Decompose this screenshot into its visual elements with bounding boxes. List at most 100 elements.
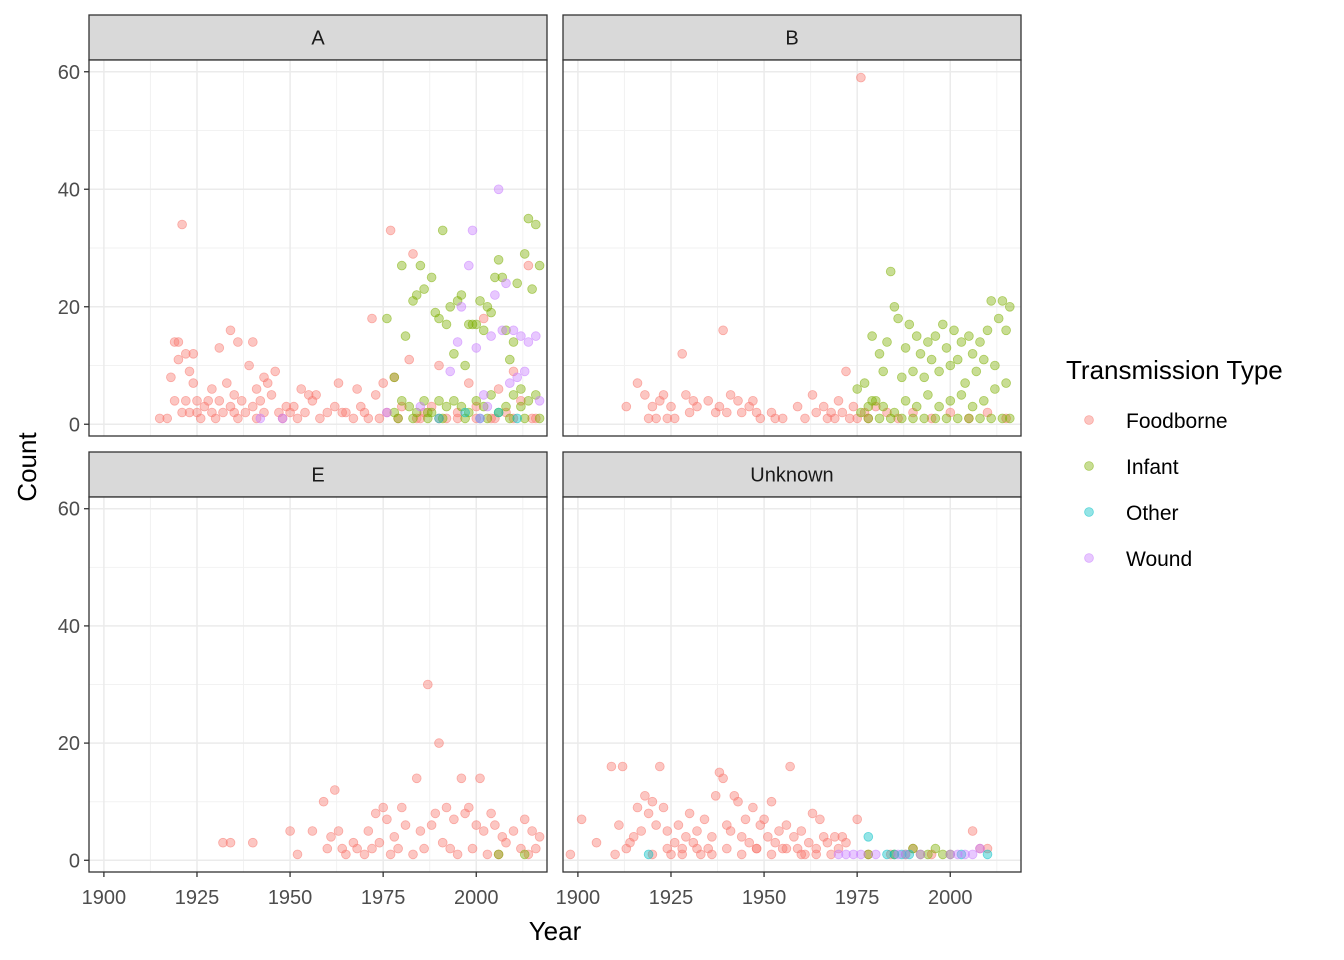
data-point-foodborne: [493, 384, 504, 394]
legend-label-wound: Wound: [1126, 548, 1192, 571]
data-point-foodborne: [195, 413, 206, 424]
data-point-foodborne: [647, 401, 658, 412]
facet-strip-a: [88, 14, 548, 61]
data-point-infant: [434, 313, 444, 324]
data-point-foodborne: [699, 814, 710, 825]
data-point-infant: [493, 254, 504, 265]
data-point-infant: [527, 284, 537, 294]
data-point-foodborne: [707, 831, 717, 842]
data-point-wound: [960, 849, 970, 860]
legend: Transmission Type Foodborne Infant Other Wo…: [1066, 355, 1283, 571]
data-point-foodborne: [721, 843, 732, 854]
data-point-infant: [964, 331, 974, 341]
legend-label-foodborne: Foodborne: [1126, 410, 1228, 433]
data-point-foodborne: [692, 826, 702, 836]
data-point-foodborne: [225, 837, 236, 848]
data-point-foodborne: [736, 831, 747, 842]
x-tick-label: 1950: [742, 887, 787, 909]
data-point-infant: [856, 407, 866, 418]
data-point-infant: [504, 354, 515, 365]
data-point-foodborne: [449, 814, 459, 825]
legend-key-wound: [1084, 553, 1094, 563]
data-point-foodborne: [222, 378, 232, 388]
data-point-foodborne: [885, 849, 896, 860]
data-point-infant: [986, 296, 996, 306]
data-point-foodborne: [318, 796, 329, 807]
data-point-foodborne: [210, 413, 221, 424]
data-point-infant: [967, 401, 978, 412]
data-point-foodborne: [355, 401, 366, 412]
data-point-infant: [923, 390, 933, 400]
data-point-foodborne: [621, 843, 632, 854]
data-point-foodborne: [684, 407, 695, 418]
data-point-wound: [833, 849, 844, 860]
data-point-infant: [956, 337, 967, 347]
data-point-infant: [419, 395, 429, 406]
data-point-foodborne: [274, 407, 284, 418]
data-point-other: [904, 849, 915, 860]
data-point-foodborne: [508, 413, 519, 424]
data-point-foodborne: [207, 407, 217, 418]
data-point-foodborne: [396, 802, 407, 813]
data-point-infant: [930, 331, 941, 341]
data-point-foodborne: [259, 372, 269, 383]
data-point-foodborne: [508, 366, 519, 377]
data-point-foodborne: [654, 395, 665, 406]
data-point-foodborne: [982, 407, 993, 418]
data-point-infant: [530, 390, 541, 400]
data-point-foodborne: [333, 826, 344, 836]
data-point-foodborne: [203, 395, 214, 406]
data-point-foodborne: [781, 820, 792, 830]
legend-item-wound: Wound: [1084, 548, 1192, 571]
data-point-infant: [400, 331, 411, 341]
data-point-foodborne: [625, 837, 635, 848]
data-point-foodborne: [270, 366, 281, 377]
data-point-infant: [486, 390, 496, 400]
data-point-infant: [516, 401, 526, 412]
data-point-infant: [478, 401, 489, 412]
data-point-foodborne: [181, 395, 191, 406]
data-point-foodborne: [736, 849, 747, 860]
data-point-foodborne: [419, 407, 429, 418]
points-a: [154, 184, 545, 424]
data-point-foodborne: [456, 773, 467, 784]
data-point-foodborne: [225, 325, 236, 336]
data-point-infant: [885, 266, 896, 277]
data-point-foodborne: [426, 820, 437, 830]
data-point-foodborne: [662, 413, 673, 424]
points-unknown: [565, 761, 993, 860]
data-point-foodborne: [729, 790, 740, 801]
data-point-foodborne: [467, 843, 478, 854]
panel-unknown: Unknown: [562, 451, 1022, 873]
data-point-foodborne: [643, 808, 654, 819]
data-point-infant: [441, 401, 452, 412]
data-point-foodborne: [475, 773, 485, 784]
data-point-foodborne: [523, 260, 534, 271]
data-point-wound: [508, 325, 519, 336]
data-point-foodborne: [703, 843, 713, 854]
data-point-foodborne: [740, 814, 751, 825]
data-point-foodborne: [370, 808, 381, 819]
data-point-foodborne: [662, 826, 673, 836]
facet-label-a: A: [311, 28, 325, 50]
data-point-foodborne: [452, 849, 463, 860]
data-point-infant: [997, 296, 1008, 306]
y-tick-label: 60: [58, 499, 80, 521]
data-point-foodborne: [766, 407, 777, 418]
data-point-infant: [411, 407, 422, 418]
data-point-infant: [497, 272, 508, 283]
data-point-wound: [534, 395, 545, 406]
data-point-foodborne: [162, 413, 173, 424]
data-point-infant: [945, 395, 956, 406]
data-point-infant: [534, 413, 545, 424]
facet-label-unknown: Unknown: [750, 465, 833, 487]
data-point-infant: [896, 372, 907, 383]
data-point-infant: [508, 390, 519, 400]
data-point-infant: [930, 413, 941, 424]
panel-border: [562, 59, 1022, 437]
data-point-other: [863, 831, 874, 842]
data-point-foodborne: [614, 820, 624, 830]
legend-label-infant: Infant: [1126, 456, 1179, 479]
data-point-foodborne: [266, 390, 277, 400]
data-point-foodborne: [636, 826, 646, 836]
